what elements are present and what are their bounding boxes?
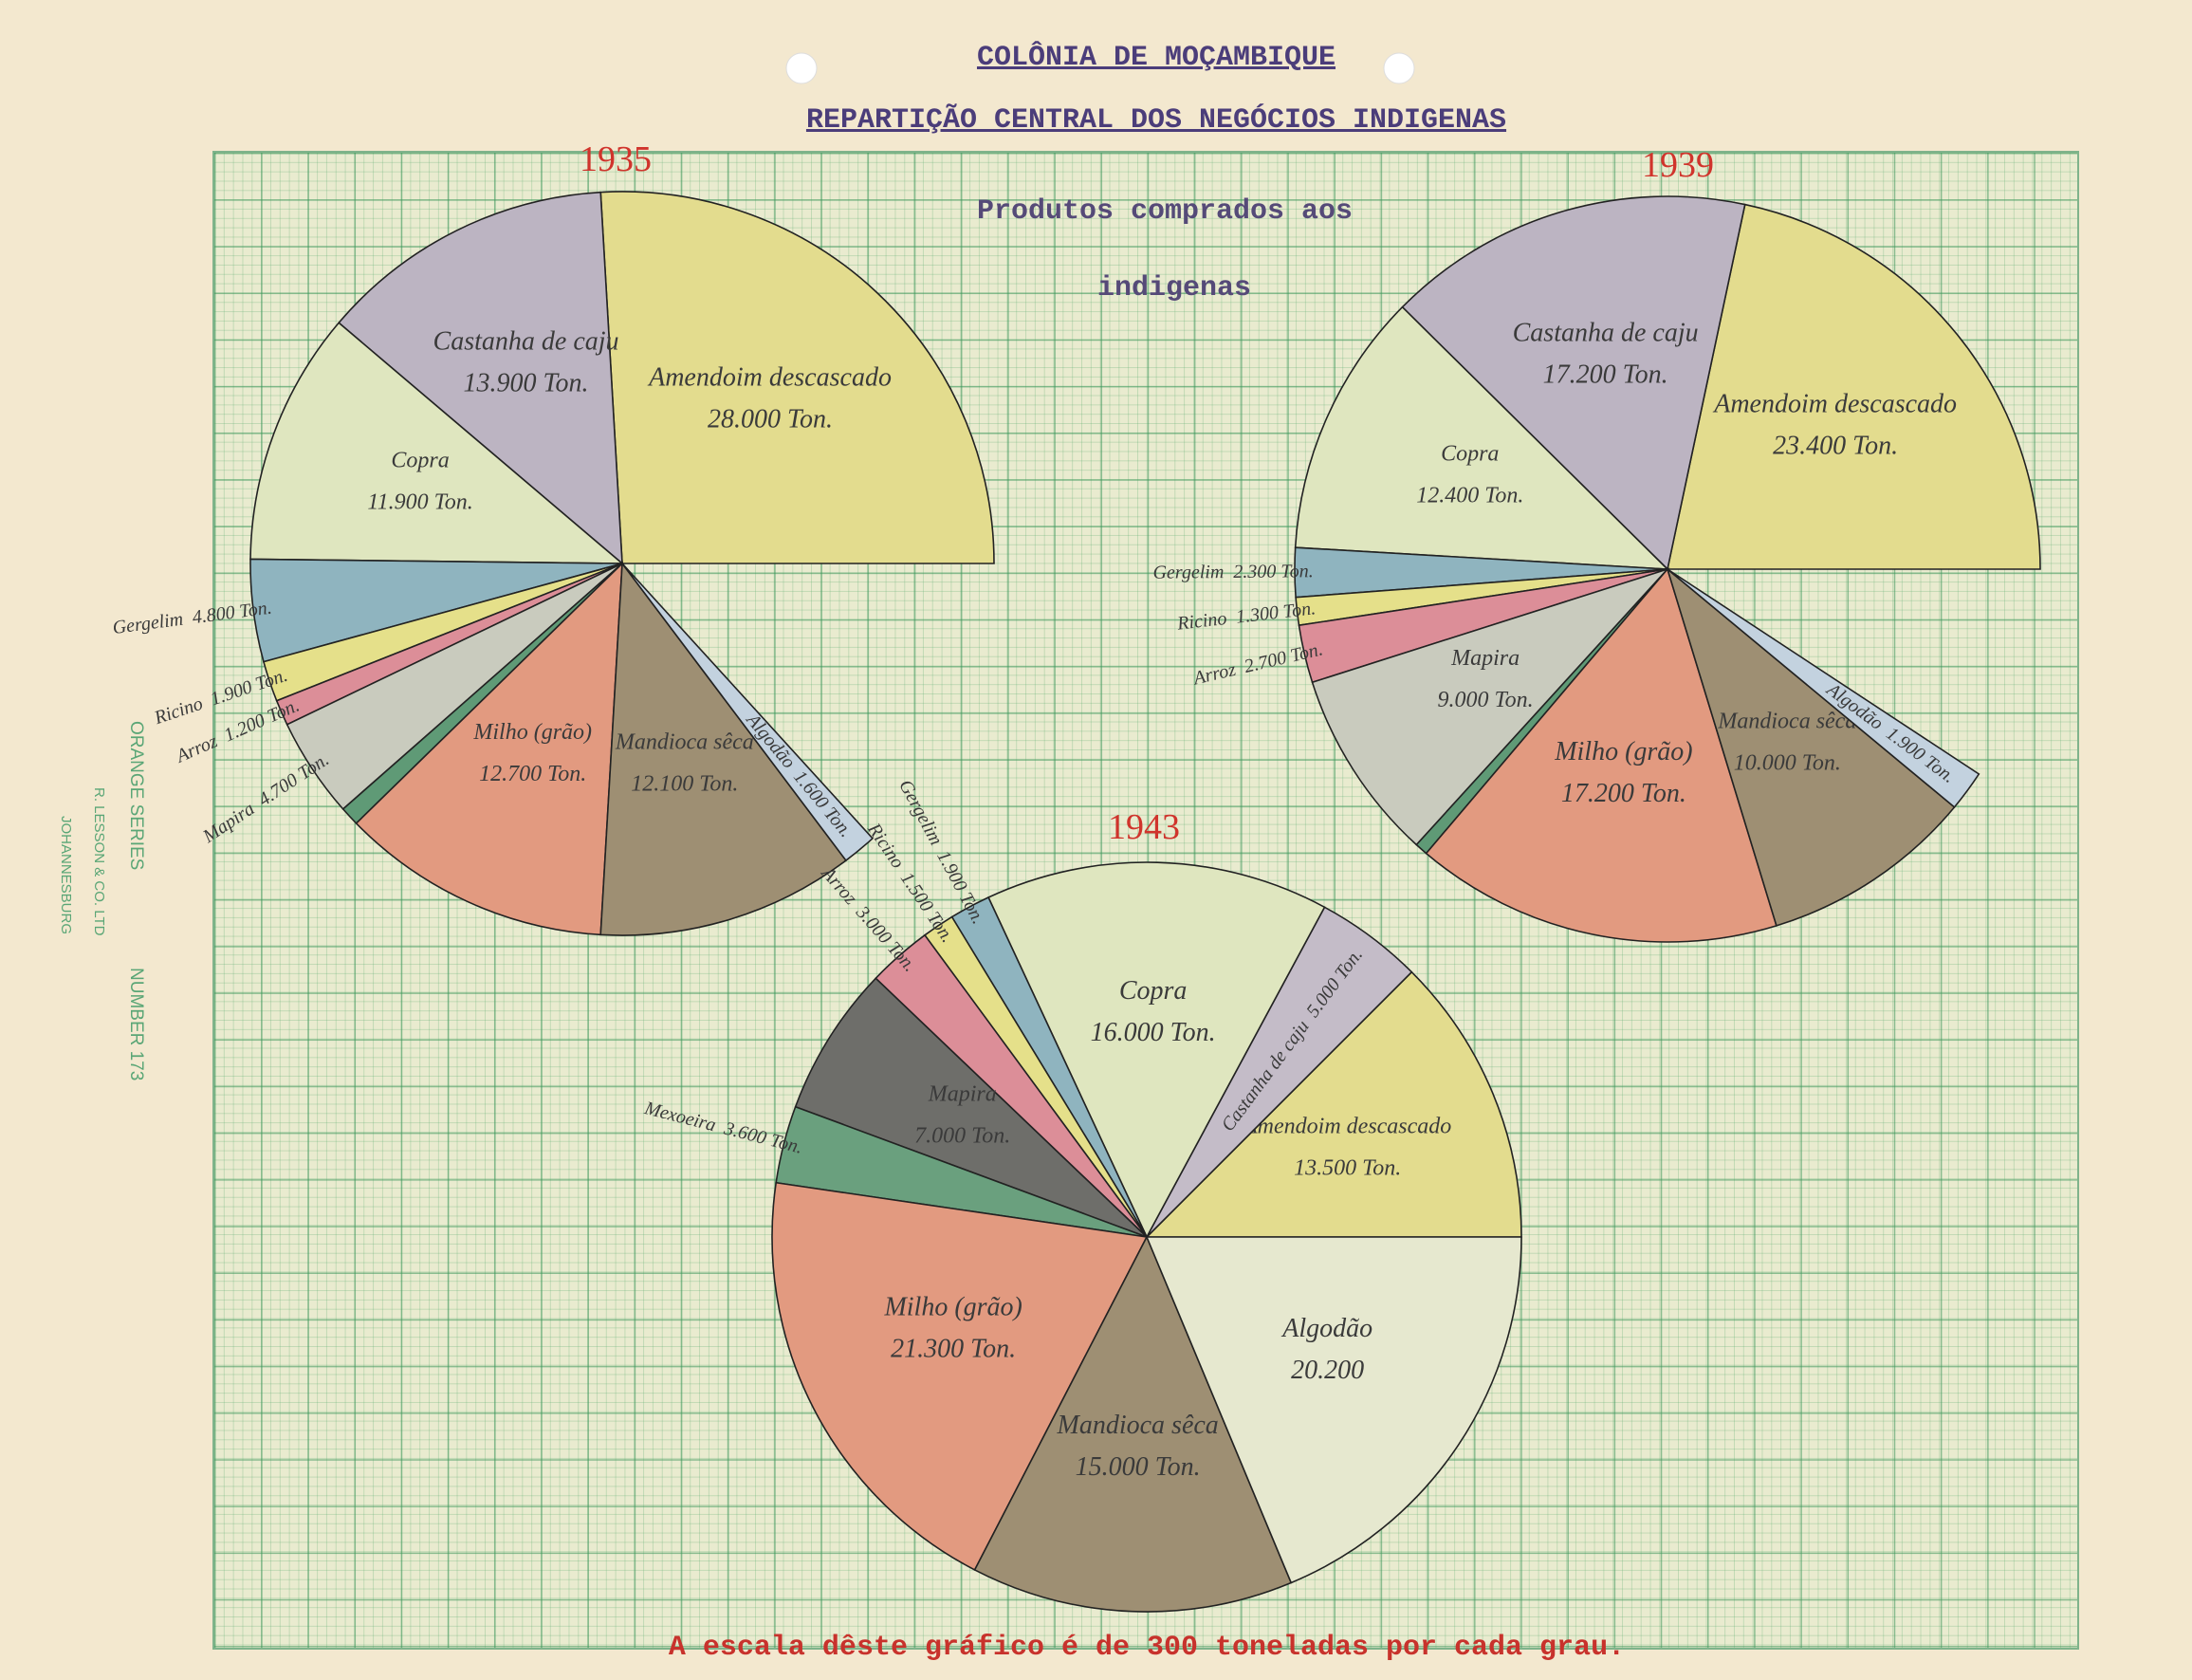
- paper-mark: ORANGE SERIES NUMBER 173: [126, 721, 146, 1080]
- slice-value-label: 10.000 Ton.: [1734, 751, 1841, 776]
- header-subtitle: REPARTIÇÃO CENTRAL DOS NEGÓCIOS INDIGENA…: [806, 103, 1506, 137]
- slice-label: Mexoeira3.600 Ton.: [641, 1098, 804, 1158]
- punch-hole: [1383, 52, 1415, 84]
- paper-maker-mark: R. LESSON & CO. LTD: [91, 787, 107, 936]
- slice-category: Ricino: [863, 819, 909, 872]
- pie-slice: [1667, 568, 1980, 808]
- slice-value-label: 15.000 Ton.: [1076, 1452, 1201, 1482]
- slice-category: Castanha de caju: [1513, 319, 1699, 348]
- slice-label: Gergelim1.900 Ton.: [895, 776, 989, 927]
- slice-value-label: 13.500 Ton.: [1294, 1155, 1401, 1180]
- slice-category: Mapira: [1450, 646, 1520, 671]
- slice-value-label: 12.700 Ton.: [479, 762, 586, 786]
- slice-category: Ricino: [1175, 608, 1227, 635]
- slice-label: Gergelim 2.300 Ton.: [1152, 561, 1313, 582]
- slice-value-label: 21.300 Ton.: [891, 1335, 1016, 1364]
- slice-value-label: 12.100 Ton.: [631, 772, 738, 797]
- slice-category: Amendoim descascado: [1242, 1114, 1451, 1138]
- slice-category: Mapira: [198, 798, 258, 847]
- slice-category: Amendoim descascado: [647, 363, 892, 393]
- slice-value-label: 13.900 Ton.: [464, 369, 589, 398]
- slice-category: Arroz: [1189, 658, 1238, 689]
- paper-city: JOHANNESBURG: [58, 816, 74, 934]
- slice-value-label: 9.000 Ton.: [1438, 688, 1534, 712]
- caption-line: Produtos comprados aos: [977, 195, 1353, 228]
- pie-slice: [1401, 195, 1746, 571]
- pie-slice: [355, 561, 623, 936]
- slice-label: Gergelim 4.800 Ton.: [111, 597, 273, 637]
- paper-number: NUMBER 173: [126, 968, 146, 1080]
- pie-slice: [771, 1181, 1149, 1571]
- paper-maker: R. LESSON & CO. LTD: [91, 787, 107, 936]
- slice-category: Castanha de caju: [433, 327, 619, 357]
- slice-value-label: 7.000 Ton.: [914, 1124, 1010, 1149]
- slice-value-label: 17.200 Ton.: [1561, 779, 1686, 808]
- pie-slice: [599, 191, 995, 564]
- slice-category: Amendoim descascado: [1712, 390, 1957, 419]
- slice-category: Mapira: [928, 1082, 997, 1107]
- pie-slice: [1425, 567, 1778, 943]
- punch-hole: [785, 52, 818, 84]
- pie-slice: [1294, 305, 1670, 570]
- footer-note: A escala dêste gráfico é de 300 tonelada…: [669, 1632, 1625, 1664]
- slice-category: Mandioca sêca: [615, 730, 754, 755]
- paper-series: ORANGE SERIES: [126, 721, 146, 870]
- pie-slice: [794, 977, 1148, 1238]
- slice-category: Gergelim: [895, 776, 948, 848]
- slice-value-label: 12.400 Ton.: [1416, 483, 1523, 508]
- pie-slice: [1666, 566, 1956, 927]
- slice-value-label: 20.200: [1291, 1356, 1364, 1385]
- slice-value-label: 2.300 Ton.: [1233, 561, 1313, 582]
- slice-category: Mandioca sêca: [1717, 710, 1856, 734]
- slice-category: Mandioca sêca: [1057, 1411, 1219, 1440]
- slice-label: Mapira4.700 Ton.: [198, 748, 333, 847]
- pie-slice: [338, 191, 623, 565]
- pie-slice: [1145, 1236, 1522, 1584]
- slice-category: Gergelim: [1152, 562, 1224, 583]
- pie-slice: [249, 322, 625, 564]
- slice-category: Ricino: [151, 692, 205, 729]
- slice-category: Milho (grão): [1554, 737, 1692, 766]
- slice-category: Algodão: [1280, 1314, 1372, 1343]
- pie-slice: [987, 861, 1326, 1239]
- slice-category: Milho (grão): [883, 1293, 1022, 1322]
- slice-value-label: 11.900 Ton.: [367, 489, 472, 514]
- slice-value-label: 3.000 Ton.: [852, 901, 921, 976]
- pie-slice: [1311, 567, 1670, 846]
- pie-slice: [973, 1235, 1293, 1613]
- slice-value-label: 17.200 Ton.: [1543, 360, 1668, 390]
- pie-title: 1943: [1108, 807, 1180, 847]
- caption-line: indigenas: [1097, 272, 1251, 305]
- slice-value-label: 16.000 Ton.: [1091, 1018, 1216, 1047]
- slice-category: Gergelim: [111, 608, 184, 637]
- pie-slice: [1145, 970, 1522, 1238]
- slice-category: Copra: [1441, 441, 1499, 466]
- slice-category: Mexoeira: [641, 1098, 718, 1136]
- pie-title: 1939: [1642, 145, 1714, 185]
- slice-category: Arroz: [172, 730, 221, 767]
- slice-category: Copra: [1119, 976, 1188, 1006]
- slice-value-label: 28.000 Ton.: [708, 405, 833, 434]
- slice-category: Copra: [391, 448, 449, 472]
- slice-label: Arroz 2.700 Ton.: [1189, 638, 1324, 690]
- slice-label: Ricino 1.300 Ton.: [1175, 598, 1317, 635]
- slice-category: Milho (grão): [472, 720, 592, 745]
- pie-slice: [599, 561, 848, 936]
- slice-value-label: 23.400 Ton.: [1773, 432, 1898, 461]
- pie-slice: [1667, 203, 2041, 570]
- paper-city-mark: JOHANNESBURG: [58, 816, 74, 934]
- pie-slice: [621, 563, 875, 862]
- pie-title: 1935: [580, 139, 652, 179]
- header-title: COLÔNIA DE MOÇAMBIQUE: [977, 41, 1335, 74]
